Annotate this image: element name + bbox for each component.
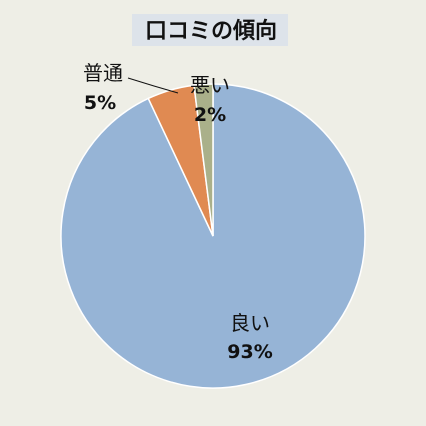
slice-label-bad: 悪い: [190, 73, 230, 97]
pie-slice-bad: [193, 83, 214, 237]
slice-value-bad: 2%: [194, 104, 226, 126]
slice-label-normal: 普通: [83, 61, 123, 85]
slice-label-good: 良い: [230, 311, 270, 335]
slice-labels: 良い 93% 普通 5% 悪い 2%: [83, 61, 273, 363]
pie-slices: [60, 83, 366, 389]
chart-title-background: [132, 14, 288, 46]
slice-value-good: 93%: [227, 341, 272, 363]
slice-value-normal: 5%: [84, 92, 116, 114]
chart-title: 口コミの傾向: [145, 18, 277, 44]
leader-line-normal: [127, 77, 179, 94]
